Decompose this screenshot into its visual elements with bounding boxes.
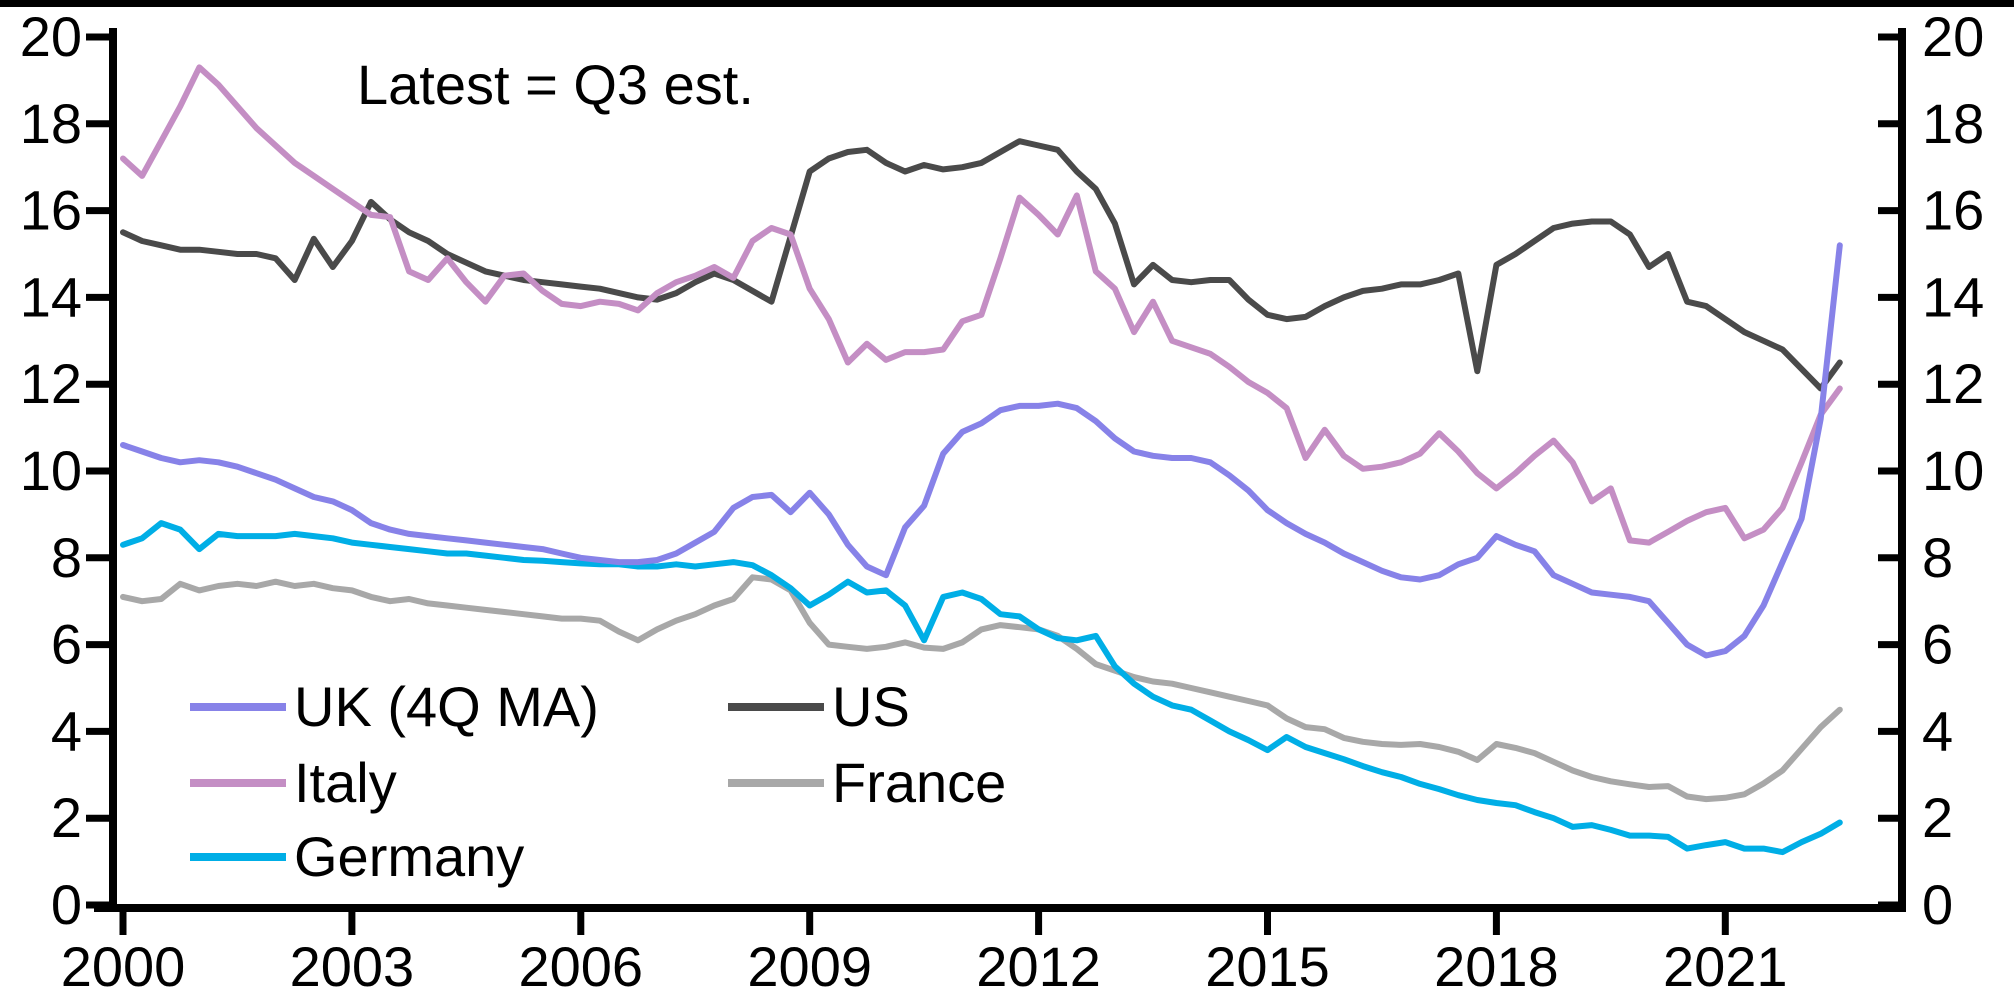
y-axis-label-left: 14 [20, 265, 82, 328]
legend-label-italy: Italy [294, 751, 397, 814]
y-axis-label-right: 14 [1922, 265, 1984, 328]
y-axis-label-right: 20 [1922, 5, 1984, 68]
x-axis-label: 2003 [290, 935, 415, 998]
y-axis-label-right: 8 [1922, 526, 1953, 589]
y-axis-label-right: 0 [1922, 873, 1953, 936]
y-axis-label-left: 8 [51, 526, 82, 589]
page-top-border [0, 0, 2014, 7]
chart-annotation: Latest = Q3 est. [357, 53, 754, 116]
y-axis-label-left: 6 [51, 613, 82, 676]
y-axis-label-left: 2 [51, 786, 82, 849]
y-axis-label-left: 12 [20, 352, 82, 415]
legend-item-uk: UK (4Q MA) [190, 679, 599, 735]
x-axis-label: 2006 [519, 935, 644, 998]
germany-line-swatch [190, 853, 286, 861]
series-line-uk-4q-ma [120, 242, 1843, 659]
x-axis [94, 904, 1906, 912]
legend-item-italy: Italy [190, 755, 397, 811]
y-axis-label-right: 10 [1922, 439, 1984, 502]
y-axis-label-right: 12 [1922, 352, 1984, 415]
legend-label-germany: Germany [294, 825, 525, 888]
x-axis-label: 2015 [1205, 935, 1330, 998]
us-line-swatch [728, 703, 824, 711]
series-line-germany [120, 520, 1843, 856]
y-axis-label-right: 18 [1922, 92, 1984, 155]
italy-line-swatch [190, 779, 286, 787]
legend-label-uk: UK (4Q MA) [294, 675, 599, 738]
legend-label-france: France [832, 751, 1007, 814]
legend-item-france: France [728, 755, 1006, 811]
series-line-italy [120, 64, 1843, 546]
series-line-us [120, 138, 1843, 392]
x-axis-label: 2021 [1663, 935, 1788, 998]
legend-label-us: US [832, 675, 910, 738]
y-axis-label-right: 4 [1922, 699, 1953, 762]
x-axis-label: 2000 [61, 935, 186, 998]
y-axis-label-left: 10 [20, 439, 82, 502]
x-axis-label: 2018 [1434, 935, 1559, 998]
y-axis-label-left: 16 [20, 179, 82, 242]
legend-item-us: US [728, 679, 910, 735]
y-axis-label-right: 16 [1922, 179, 1984, 242]
series-line-france [120, 574, 1843, 803]
y-axis-label-left: 20 [20, 5, 82, 68]
legend-item-germany: Germany [190, 829, 524, 885]
x-axis-label: 2012 [976, 935, 1101, 998]
y-axis-label-left: 18 [20, 92, 82, 155]
france-line-swatch [728, 779, 824, 787]
uk-line-swatch [190, 703, 286, 711]
y-axis-label-right: 6 [1922, 613, 1953, 676]
y-axis-label-left: 4 [51, 699, 82, 762]
y-axis-label-left: 0 [51, 873, 82, 936]
y-axis-label-right: 2 [1922, 786, 1953, 849]
x-axis-label: 2009 [747, 935, 872, 998]
